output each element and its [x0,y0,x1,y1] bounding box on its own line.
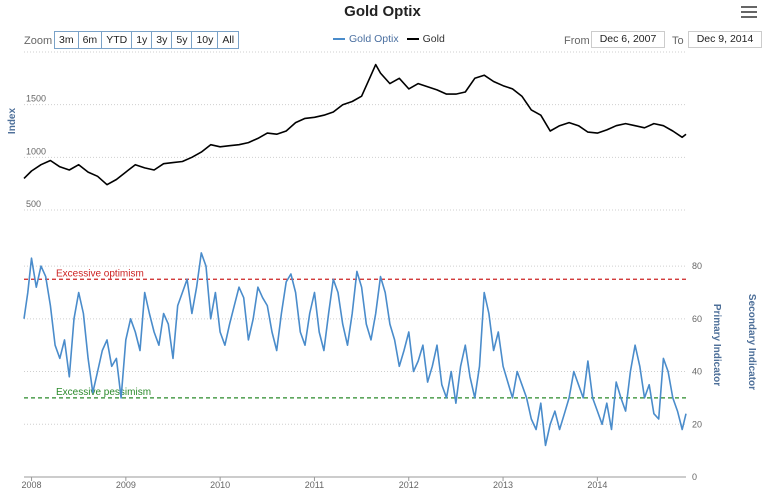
to-date-input[interactable]: Dec 9, 2014 [688,31,762,48]
from-date-input[interactable]: Dec 6, 2007 [591,31,665,48]
indicator-y-tick-label: 20 [692,419,702,429]
legend-swatch-gold [406,38,419,40]
indicator-y-tick-label: 0 [692,472,697,482]
x-tick-label: 2009 [116,480,136,490]
band-label-optimism: Excessive optimism [56,268,144,279]
chart-legend: Gold Optix Gold [333,33,445,45]
x-tick-label: 2014 [587,480,607,490]
x-tick-label: 2012 [399,480,419,490]
x-tick-label: 2013 [493,480,513,490]
zoom-button-3y[interactable]: 3y [151,32,172,48]
from-label: From [564,35,590,47]
band-label-pessimism: Excessive pessimism [56,387,151,398]
chart-title: Gold Optix [344,3,421,20]
primary-indicator-axis-title: Primary Indicator [711,304,722,386]
legend-label-gold: Gold [422,33,445,45]
x-tick-label: 2011 [305,480,324,490]
zoom-button-6m[interactable]: 6m [77,32,102,48]
zoom-button-1y[interactable]: 1y [131,32,152,48]
indicator-y-tick-label: 40 [692,367,702,377]
zoom-button-ytd[interactable]: YTD [101,32,132,48]
to-label: To [672,35,684,47]
price-y-tick-label: 500 [26,199,41,209]
menu-icon[interactable] [741,6,757,20]
indicator-y-tick-label: 60 [692,314,702,324]
legend-swatch-gold-optix [333,38,345,40]
indicator-y-tick-label: 80 [692,261,702,271]
secondary-indicator-axis-title: Secondary Indicator [746,294,757,390]
x-tick-label: 2008 [22,480,42,490]
zoom-button-5y[interactable]: 5y [171,32,192,48]
zoom-button-group: 3m 6m YTD 1y 3y 5y 10y All [54,31,240,49]
zoom-button-10y[interactable]: 10y [191,32,218,48]
x-tick-label: 2010 [210,480,230,490]
legend-label-gold-optix: Gold Optix [349,33,399,45]
zoom-button-all[interactable]: All [217,32,239,48]
price-y-tick-label: 1000 [26,146,46,156]
legend-item-gold[interactable]: Gold [406,33,445,45]
price-y-tick-label: 1500 [26,94,46,104]
gold-price-line [23,63,687,186]
zoom-label: Zoom [24,35,53,47]
legend-item-gold-optix[interactable]: Gold Optix [333,33,399,45]
zoom-button-3m[interactable]: 3m [55,32,78,48]
gold-optix-line [23,252,687,447]
price-y-axis-title: Index [7,108,18,135]
